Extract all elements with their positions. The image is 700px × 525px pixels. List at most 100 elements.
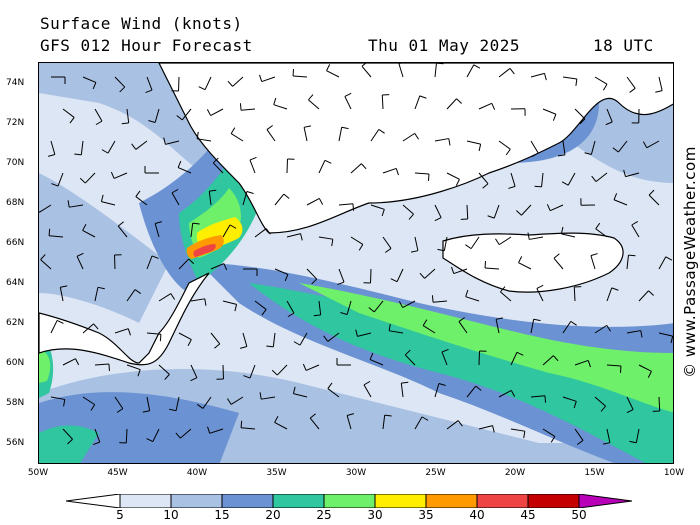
wind-barb [478, 425, 495, 433]
scale-bin [170, 494, 223, 508]
wind-barb [510, 428, 526, 439]
wind-barb [135, 190, 148, 206]
wind-barb [171, 76, 180, 92]
wind-barb [82, 396, 96, 411]
wind-barb [419, 268, 436, 279]
scale-label: 10 [163, 508, 179, 522]
lat-label: 74N [6, 78, 25, 88]
site-credit: © www.PassageWeather.com [681, 146, 699, 378]
lon-label: 50W [27, 468, 49, 478]
landmass [39, 63, 673, 366]
wind-barb [560, 226, 576, 238]
wind-barb [466, 140, 482, 152]
wind-barb [580, 198, 596, 206]
wind-barb [40, 254, 52, 270]
wind-barb [190, 364, 198, 382]
wind-barb [451, 266, 468, 275]
wind-barb [114, 76, 126, 93]
lon-label: 15W [584, 468, 605, 478]
lat-label: 72N [6, 118, 25, 128]
wind-barb [658, 332, 673, 344]
lon-label: 35W [266, 468, 287, 478]
wind-barbs [39, 63, 673, 446]
wind-barb [573, 286, 582, 302]
wind-barb [606, 364, 622, 373]
wind-speed-area [39, 348, 51, 383]
wind-barb [340, 300, 352, 315]
wind-barb [318, 159, 332, 174]
wind-barb [495, 317, 504, 334]
wind-barb [62, 428, 73, 445]
wind-barb [239, 332, 248, 349]
lat-label: 60N [6, 358, 25, 368]
wind-barb [337, 268, 345, 286]
wind-barb [62, 108, 75, 124]
wind-barb [422, 319, 436, 334]
wind-barb [508, 172, 516, 189]
wind-barb [208, 189, 217, 206]
wind-barb [131, 140, 148, 150]
wind-barb [368, 300, 384, 313]
wind-barb [274, 416, 288, 430]
wind-barb [562, 320, 577, 334]
wind-barb [410, 236, 419, 253]
wind-barb [638, 290, 655, 302]
wind-barb [498, 140, 511, 156]
wind-barb [79, 172, 96, 184]
wind-barb [308, 94, 320, 110]
scale-bin [221, 494, 274, 508]
wind-map-canvas [39, 63, 673, 463]
scale-label: 45 [520, 508, 536, 522]
wind-barb [594, 76, 608, 91]
wind-barb [59, 285, 68, 302]
wind-barb [67, 200, 84, 208]
wind-barb [591, 172, 608, 183]
wind-barb [226, 396, 244, 405]
wind-barb [631, 220, 640, 238]
wind-barb [431, 295, 448, 303]
forecast-time: 18 UTC [593, 36, 654, 55]
wind-barb [398, 300, 416, 309]
wind-barb [478, 172, 489, 189]
lat-label: 68N [6, 198, 25, 208]
wind-barb [82, 76, 97, 90]
wind-barb [536, 284, 544, 302]
wind-barb [510, 108, 526, 116]
wind-barb [398, 63, 404, 78]
wind-barb [574, 108, 586, 125]
wind-barb [382, 414, 392, 430]
wind-barb [594, 396, 606, 412]
wind-barb [303, 125, 312, 142]
wind-barb [561, 172, 576, 186]
scale-label: 25 [316, 508, 332, 522]
wind-barb [510, 351, 524, 366]
wind-barb [327, 382, 340, 398]
wind-speed-area [193, 244, 216, 257]
scale-label: 15 [214, 508, 230, 522]
wind-barb [62, 358, 80, 366]
wind-barb [574, 428, 584, 445]
scale-label: 35 [418, 508, 434, 522]
wind-barb [437, 236, 448, 252]
wind-barb [629, 428, 640, 444]
wind-barb [478, 102, 496, 110]
wind-barb [82, 323, 99, 334]
wind-barb [101, 140, 116, 154]
wind-barb [584, 140, 596, 156]
wind-barb [446, 172, 460, 186]
wind-barb [309, 413, 320, 430]
wind-barb [190, 222, 200, 238]
wind-barb [344, 92, 352, 110]
lon-label: 45W [107, 468, 128, 478]
wind-barb [465, 236, 480, 250]
wind-barb [266, 125, 276, 142]
wind-speed-area [39, 425, 99, 463]
wind-barb [93, 428, 101, 446]
scale-label: 20 [265, 508, 281, 522]
lon-label: 30W [345, 468, 367, 478]
wind-barb [259, 392, 276, 400]
scale-label: 5 [116, 508, 124, 522]
wind-barb [114, 328, 131, 336]
wind-barb [658, 256, 673, 270]
wind-barb [553, 253, 564, 270]
